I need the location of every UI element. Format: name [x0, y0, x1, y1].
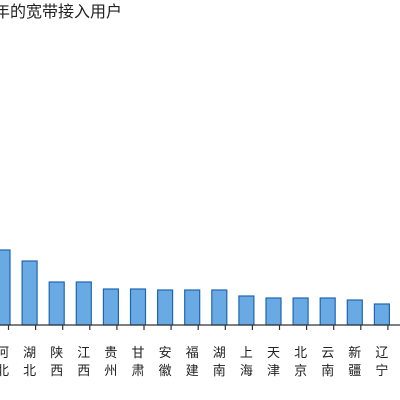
- bar-陕西: [48, 281, 65, 326]
- x-tick-label: 上: [240, 346, 253, 361]
- x-tick-label: 北: [23, 364, 36, 379]
- bar-贵州: [102, 288, 120, 326]
- x-tick-label: 云: [321, 346, 334, 361]
- bar-江西: [75, 281, 92, 326]
- x-tick-label: 疆: [348, 364, 361, 379]
- x-tick-label: 津: [267, 364, 280, 379]
- x-tick-label: 辽: [375, 346, 388, 361]
- bar-河北: [0, 249, 11, 326]
- bar-福建: [184, 289, 201, 326]
- x-tick-label: 肃: [131, 364, 144, 379]
- x-tick-label: 北: [294, 346, 307, 361]
- x-tick-label: 宁: [375, 363, 388, 379]
- x-tick-label: 湖: [23, 346, 36, 361]
- x-tick-label: 新: [348, 345, 361, 361]
- bar-湖南: [211, 289, 228, 326]
- x-tick-label: 南: [321, 363, 334, 379]
- x-tick-label: 安: [159, 346, 172, 361]
- x-tick-label: 福: [186, 346, 199, 361]
- bar-云南: [319, 297, 336, 326]
- bars-group: [0, 249, 390, 326]
- x-tick-label: 北: [0, 364, 9, 379]
- x-tick-label: 西: [77, 364, 90, 379]
- bar-安徽: [157, 289, 174, 326]
- x-tick-label: 建: [186, 364, 199, 379]
- x-ticks: [7, 325, 389, 330]
- x-tick-label: 天: [267, 346, 280, 361]
- x-tick-label: 南: [213, 363, 226, 379]
- x-tick-label: 甘: [131, 346, 144, 361]
- x-tick-label: 河: [0, 346, 9, 361]
- bar-辽宁: [373, 303, 390, 326]
- x-tick-label: 京: [294, 364, 307, 379]
- x-tick-label: 州: [104, 364, 117, 379]
- x-tick-label: 湖: [213, 346, 226, 361]
- bar-北京: [292, 297, 309, 326]
- bar-新疆: [346, 299, 363, 326]
- chart-title: 年的宽带接入用户: [0, 2, 122, 21]
- bar-上海: [238, 295, 255, 326]
- x-tick-label: 贵: [104, 346, 117, 361]
- bar-天津: [265, 297, 282, 326]
- x-tick-label: 徽: [159, 364, 172, 379]
- x-tick-label: 陕: [50, 346, 63, 361]
- bar-湖北: [21, 260, 38, 326]
- bar-甘肃: [129, 288, 147, 326]
- x-tick-label: 西: [50, 364, 63, 379]
- x-tick-label: 江: [77, 346, 90, 361]
- x-tick-label: 海: [240, 364, 253, 379]
